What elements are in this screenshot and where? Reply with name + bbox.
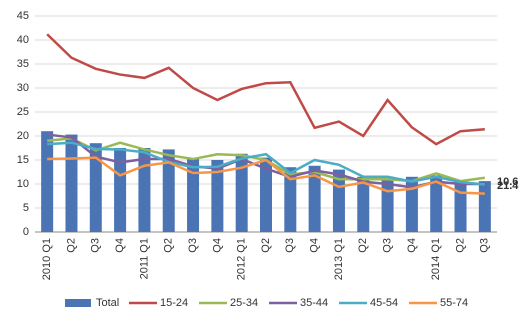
x-tick-label: 2014 Q1 (430, 238, 442, 280)
legend-label: 45-54 (370, 297, 398, 309)
annotation: 21.4 (497, 180, 519, 192)
x-tick-label: 2013 Q1 (333, 238, 345, 280)
annotation: 10.6 (497, 176, 518, 188)
y-tick-label: 35 (17, 58, 29, 70)
bar (138, 148, 151, 232)
y-tick-label: 5 (23, 202, 29, 214)
x-tick-label: Q3 (187, 238, 199, 253)
y-tick-label: 20 (17, 130, 29, 142)
bar (89, 143, 102, 232)
line (47, 156, 485, 195)
bar (235, 153, 248, 232)
y-tick-label: 30 (17, 82, 29, 94)
x-tick-label: 2011 Q1 (138, 238, 150, 279)
bar (187, 159, 200, 232)
bar (114, 148, 127, 232)
bar (284, 167, 297, 232)
x-tick-label: Q4 (114, 238, 126, 253)
bar (405, 176, 418, 232)
bar (454, 181, 467, 232)
x-tick-label: Q4 (406, 238, 418, 253)
bar (211, 160, 224, 232)
x-tick-label: Q3 (381, 238, 393, 253)
x-tick-label: Q2 (454, 238, 466, 253)
bar (162, 149, 175, 232)
y-tick-label: 15 (17, 154, 29, 166)
legend-swatch (65, 299, 91, 307)
legend-label: Total (96, 297, 119, 309)
line (47, 141, 485, 186)
y-tick-label: 0 (23, 226, 29, 238)
line (47, 133, 485, 189)
y-tick-label: 40 (17, 34, 29, 46)
x-tick-label: 2012 Q1 (236, 238, 248, 280)
x-tick-label: Q3 (90, 238, 102, 253)
bar (65, 134, 78, 232)
legend-label: 15-24 (160, 297, 188, 309)
bar (308, 165, 321, 232)
x-tick-label: 2010 Q1 (41, 238, 53, 280)
x-tick-label: Q2 (260, 238, 272, 253)
legend-label: 25-34 (230, 297, 258, 309)
bar (430, 175, 443, 232)
bar (260, 157, 272, 232)
y-tick-label: 25 (17, 106, 29, 118)
x-tick-label: Q3 (284, 238, 296, 253)
legend-label: 55-74 (440, 297, 468, 309)
x-tick-label: Q3 (479, 238, 491, 253)
y-tick-label: 10 (17, 178, 29, 190)
legend-label: 35-44 (300, 297, 328, 309)
bar (357, 176, 370, 232)
y-tick-label: 45 (17, 10, 29, 22)
bar (478, 181, 491, 232)
x-tick-label: Q4 (211, 238, 223, 253)
x-tick-label: Q2 (357, 238, 369, 253)
x-tick-label: Q2 (65, 238, 77, 253)
line (46, 33, 485, 146)
x-tick-label: Q4 (309, 238, 321, 253)
bar (41, 131, 54, 232)
x-tick-label: Q2 (163, 238, 175, 253)
